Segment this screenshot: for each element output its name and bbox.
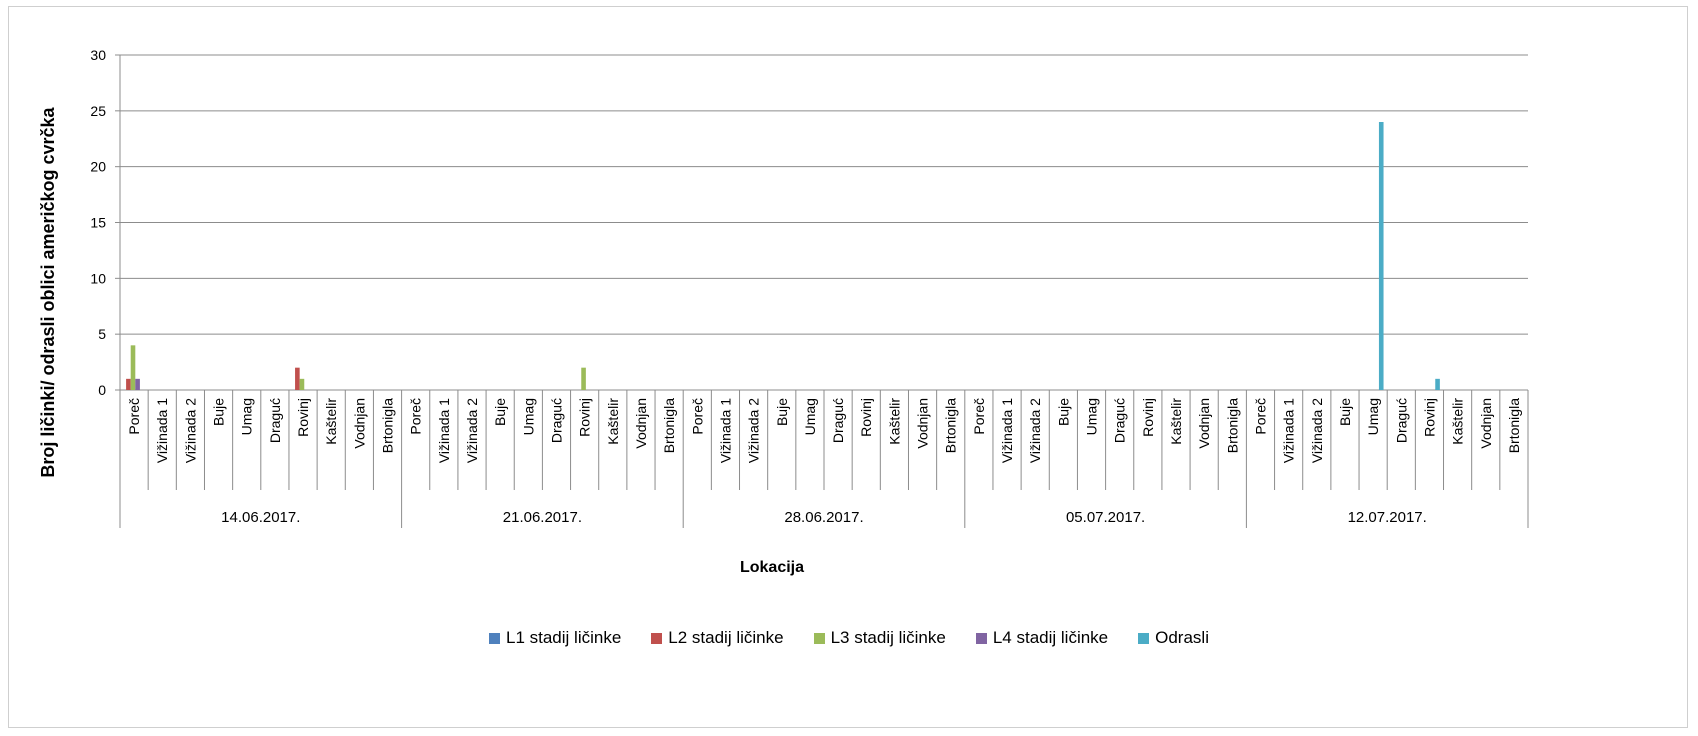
x-tick-label: Rovinj — [295, 398, 311, 437]
bar-l3-stadij-ličinke — [581, 367, 586, 390]
x-tick-label: Poreč — [126, 398, 142, 435]
x-tick-label: Vodnjan — [915, 398, 931, 449]
x-tick-label: Vižinada 1 — [154, 398, 170, 463]
legend-label: L1 stadij ličinke — [506, 628, 622, 647]
bar-l4-stadij-ličinke — [135, 378, 140, 390]
x-tick-label: Vižinada 1 — [717, 398, 733, 463]
legend-item: L1 stadij ličinke — [489, 628, 621, 648]
x-tick-label: Draguć — [548, 398, 564, 443]
x-tick-label: Vodnjan — [1478, 398, 1494, 449]
chart-legend: L1 stadij ličinke L2 stadij ličinke L3 sta… — [0, 628, 1698, 648]
legend-label: L2 stadij ličinke — [668, 628, 784, 647]
x-tick-label: Kaštelir — [886, 398, 902, 445]
x-tick-label: Buje — [492, 398, 508, 426]
y-tick-label: 20 — [90, 159, 106, 175]
x-tick-label: Vodnjan — [1196, 398, 1212, 449]
y-tick-label: 5 — [98, 326, 106, 342]
x-tick-label: Buje — [1337, 398, 1353, 426]
x-tick-label: Umag — [802, 398, 818, 435]
x-tick-label: Rovinj — [858, 398, 874, 437]
x-tick-label: Buje — [1055, 398, 1071, 426]
x-tick-label: Kaštelir — [323, 398, 339, 445]
legend-swatch — [813, 632, 825, 644]
x-tick-label: Vižinada 2 — [464, 398, 480, 463]
x-tick-label: Rovinj — [577, 398, 593, 437]
x-tick-label: Poreč — [971, 398, 987, 435]
x-tick-label: Vižinada 2 — [1027, 398, 1043, 463]
x-tick-label: Vižinada 1 — [436, 398, 452, 463]
x-axis-title: Lokacija — [740, 559, 804, 576]
legend-label: Odrasli — [1155, 628, 1209, 647]
x-tick-label: Vodnjan — [351, 398, 367, 449]
x-tick-label: Draguć — [1112, 398, 1128, 443]
legend-item: L4 stadij ličinke — [975, 628, 1109, 648]
bar-odrasli — [1435, 378, 1440, 390]
x-tick-label: Vižinada 2 — [182, 398, 198, 463]
chart-frame — [8, 6, 1688, 728]
x-tick-label: Rovinj — [1421, 398, 1437, 437]
x-tick-label: Kaštelir — [605, 398, 621, 445]
legend-item: L3 stadij ličinke — [813, 628, 946, 648]
legend-item: L2 stadij ličinke — [651, 628, 784, 648]
bar-l2-stadij-ličinke — [295, 367, 300, 390]
x-tick-label: Poreč — [689, 398, 705, 435]
x-tick-label: Kaštelir — [1450, 398, 1466, 445]
y-tick-label: 15 — [90, 215, 106, 231]
date-group-label: 12.07.2017. — [1348, 509, 1427, 526]
x-tick-label: Vižinada 1 — [999, 398, 1015, 463]
x-tick-label: Draguć — [267, 398, 283, 443]
x-tick-label: Vižinada 2 — [1309, 398, 1325, 463]
x-tick-label: Vižinada 1 — [1281, 398, 1297, 463]
bar-l3-stadij-ličinke — [130, 345, 136, 390]
x-tick-label: Poreč — [1252, 398, 1268, 435]
x-tick-label: Draguć — [1393, 398, 1409, 443]
legend-swatch — [975, 632, 987, 644]
x-tick-label: Brtonigla — [943, 398, 959, 453]
x-tick-label: Rovinj — [1140, 398, 1156, 437]
legend-label: L4 stadij ličinke — [992, 628, 1109, 647]
legend-swatch — [489, 632, 500, 644]
y-tick-label: 0 — [98, 382, 106, 398]
y-axis-title: Broj ličinki/ odrasli oblici američkog c… — [38, 106, 58, 477]
legend-label: L3 stadij ličinke — [830, 628, 946, 647]
x-tick-label: Brtonigla — [380, 398, 396, 453]
x-tick-label: Umag — [520, 398, 536, 435]
x-tick-label: Poreč — [408, 398, 424, 435]
y-tick-label: 25 — [90, 103, 106, 119]
x-tick-label: Umag — [1084, 398, 1100, 435]
date-group-label: 28.06.2017. — [784, 509, 863, 526]
date-group-label: 14.06.2017. — [221, 509, 300, 526]
x-tick-label: Vižinada 2 — [746, 398, 762, 463]
bar-l3-stadij-ličinke — [299, 378, 305, 390]
bar-l2-stadij-ličinke — [126, 378, 131, 390]
x-tick-label: Umag — [239, 398, 255, 435]
x-tick-label: Kaštelir — [1168, 398, 1184, 445]
x-tick-label: Brtonigla — [661, 398, 677, 453]
x-tick-label: Buje — [774, 398, 790, 426]
x-tick-label: Vodnjan — [633, 398, 649, 449]
y-tick-label: 30 — [90, 47, 106, 63]
x-tick-label: Draguć — [830, 398, 846, 443]
y-tick-label: 10 — [90, 270, 106, 286]
x-tick-label: Umag — [1365, 398, 1381, 435]
bar-odrasli — [1378, 122, 1384, 390]
x-tick-label: Brtonigla — [1506, 398, 1522, 453]
x-tick-label: Buje — [211, 398, 227, 426]
legend-swatch — [1138, 632, 1150, 644]
legend-swatch — [651, 632, 663, 644]
date-group-label: 05.07.2017. — [1066, 509, 1145, 526]
x-tick-label: Brtonigla — [1224, 398, 1240, 453]
date-group-label: 21.06.2017. — [503, 509, 582, 526]
legend-item: Odrasli — [1138, 628, 1209, 648]
